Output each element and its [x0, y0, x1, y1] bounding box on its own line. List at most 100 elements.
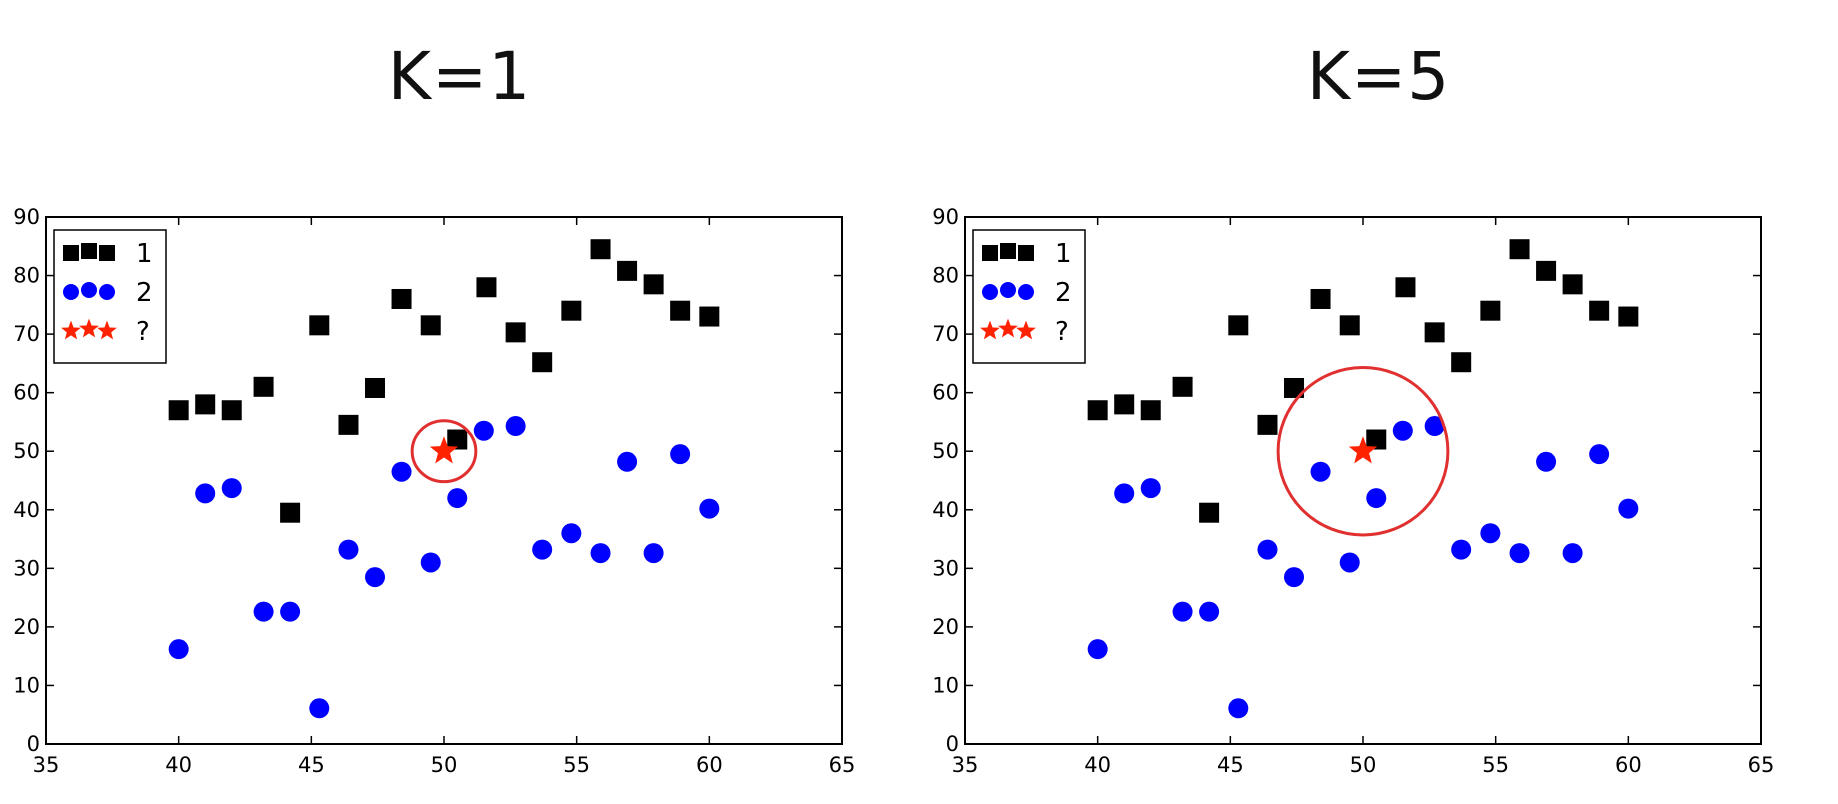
series-q [1348, 436, 1378, 464]
scatter-plot-k1: 35 40 45 50 55 60 65 0 10 20 30 40 50 60 70 80 90 1 2? [13, 205, 856, 777]
data-point-square [1509, 239, 1530, 260]
data-point-square [253, 376, 274, 397]
data-point-circle [670, 444, 691, 465]
data-point-circle [1172, 601, 1193, 622]
legend-marker [1000, 282, 1016, 298]
data-point-square [195, 394, 216, 415]
data-point-square [643, 274, 664, 295]
x-tick-label: 60 [696, 753, 723, 777]
y-tick-label: 50 [932, 439, 959, 463]
data-point-circle [253, 601, 274, 622]
data-point-circle [643, 543, 664, 564]
y-tick-label: 20 [932, 615, 959, 639]
data-point-circle [447, 488, 468, 509]
data-point-square [1562, 274, 1583, 295]
query-point-star [1348, 436, 1378, 464]
data-point-square [617, 260, 638, 281]
legend-label: 2 [1055, 278, 1072, 308]
legend-marker [81, 243, 97, 259]
data-point-circle [391, 461, 412, 482]
chart-title: K=1 [387, 38, 532, 115]
data-point-square [221, 400, 242, 421]
data-point-square [420, 315, 441, 336]
legend-marker [61, 320, 81, 340]
x-tick-label: 45 [1217, 753, 1244, 777]
data-point-circle [590, 543, 611, 564]
x-tick-label: 60 [1615, 753, 1642, 777]
y-tick-label: 80 [932, 264, 959, 288]
legend-marker [1000, 243, 1016, 259]
data-point-square [447, 429, 468, 450]
x-tick-label: 50 [431, 753, 458, 777]
legend-marker [998, 318, 1018, 338]
data-point-square [1172, 376, 1193, 397]
data-point-circle [221, 478, 242, 499]
data-point-circle [1199, 601, 1220, 622]
data-point-square [1199, 502, 1220, 523]
data-point-circle [1424, 416, 1445, 437]
data-point-square [1366, 429, 1387, 450]
y-tick-label: 30 [932, 556, 959, 580]
legend-marker [1018, 245, 1034, 261]
data-point-circle [1114, 483, 1135, 504]
data-point-circle [1366, 488, 1387, 509]
data-point-square [1589, 300, 1610, 321]
data-point-circle [473, 420, 494, 441]
y-tick-label: 50 [13, 439, 40, 463]
y-tick-label: 30 [13, 556, 40, 580]
series-q [429, 436, 459, 464]
data-point-square [1257, 414, 1278, 435]
data-point-square [561, 300, 582, 321]
data-point-circle [280, 601, 301, 622]
y-tick-label: 90 [13, 205, 40, 229]
x-tick-label: 65 [829, 753, 856, 777]
legend-marker [1016, 320, 1036, 340]
data-point-square [338, 414, 359, 435]
legend-marker [1018, 284, 1034, 300]
legend-marker [63, 245, 79, 261]
y-tick-label: 60 [13, 381, 40, 405]
data-point-circle [1087, 639, 1108, 660]
data-point-square [1087, 400, 1108, 421]
y-tick-label: 10 [932, 673, 959, 697]
legend-label: 1 [136, 239, 153, 269]
y-tick-label: 0 [946, 732, 959, 756]
data-point-circle [1536, 451, 1557, 472]
data-point-circle [309, 698, 330, 719]
data-point-square [365, 377, 386, 398]
x-tick-label: 65 [1748, 753, 1775, 777]
data-point-circle [532, 539, 553, 560]
data-point-circle [1284, 567, 1305, 588]
y-tick-label: 40 [932, 498, 959, 522]
data-point-circle [1392, 420, 1413, 441]
y-tick-label: 10 [13, 673, 40, 697]
y-tick-label: 70 [13, 322, 40, 346]
x-tick-label: 50 [1350, 753, 1377, 777]
data-point-circle [338, 539, 359, 560]
neighborhood-circle [410, 419, 478, 484]
data-point-square [699, 306, 720, 327]
neighborhood-circle [1276, 365, 1450, 537]
data-point-square [1424, 322, 1445, 343]
data-point-circle [617, 451, 638, 472]
legend-marker [79, 318, 99, 338]
data-point-circle [1562, 543, 1583, 564]
data-point-circle [1618, 498, 1639, 519]
data-point-square [1395, 277, 1416, 298]
data-point-square [670, 300, 691, 321]
data-point-circle [561, 523, 582, 544]
data-point-square [1451, 352, 1472, 373]
y-tick-label: 80 [13, 264, 40, 288]
x-tick-label: 55 [563, 753, 590, 777]
legend-marker [99, 245, 115, 261]
legend-marker [97, 320, 117, 340]
data-point-circle [168, 639, 189, 660]
chart-title: K=5 [1306, 38, 1451, 115]
y-tick-label: 90 [932, 205, 959, 229]
legend-label: 2 [136, 278, 153, 308]
data-point-circle [1257, 539, 1278, 560]
data-point-square [1618, 306, 1639, 327]
scatter-plot-k5: 35 40 45 50 55 60 65 0 10 20 30 40 50 60 70 80 90 1 2? [932, 205, 1775, 777]
legend-label: ? [136, 317, 150, 347]
series-1 [1087, 239, 1639, 523]
